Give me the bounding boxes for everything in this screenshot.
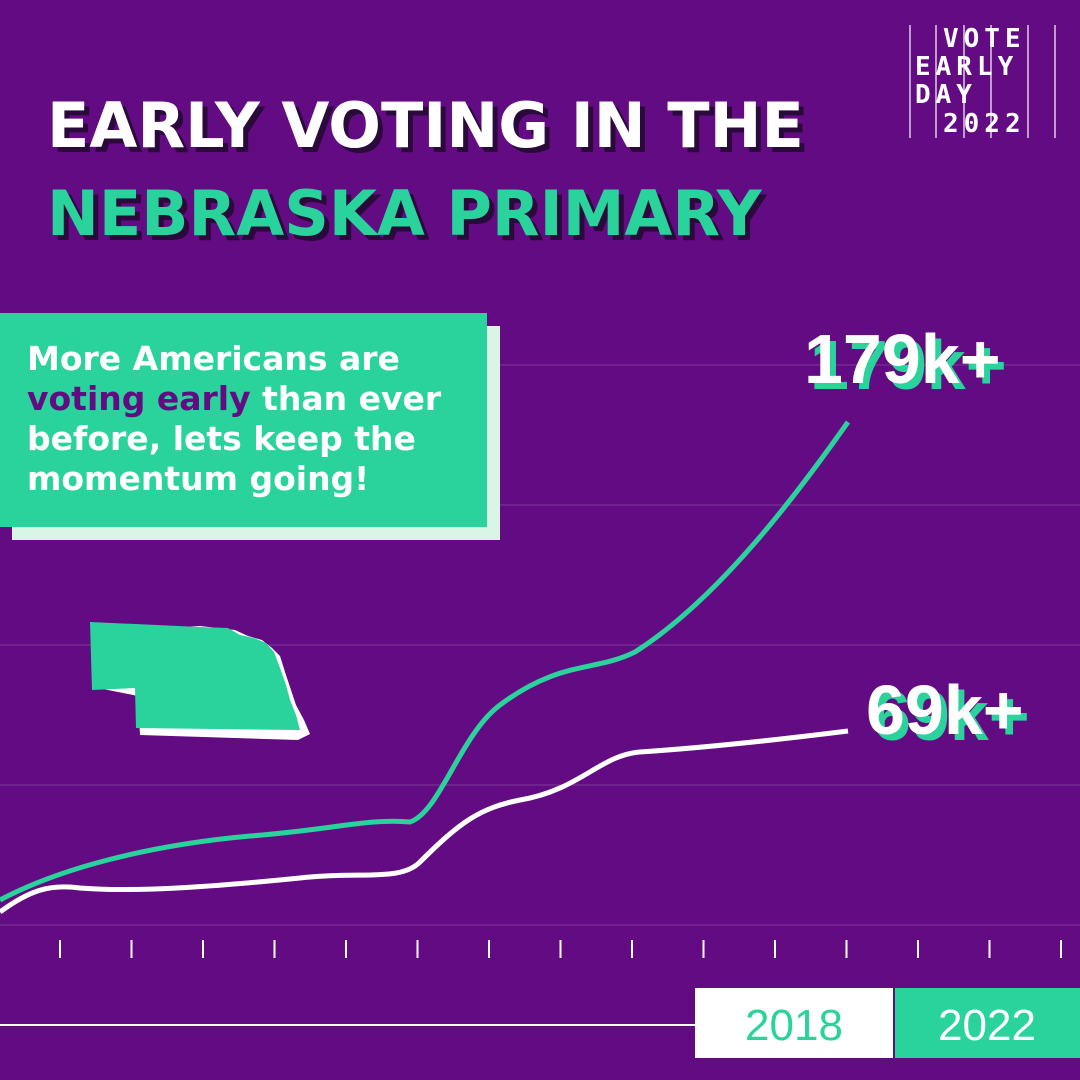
callout-segment: before, lets keep the	[27, 419, 416, 458]
title-shadow: EARLY VOTING IN THE	[52, 94, 809, 167]
end-label-shadow: 69k+	[872, 677, 1030, 755]
callout-highlight: voting early	[27, 379, 251, 418]
line-2018	[0, 728, 849, 915]
logo-row: EARLY	[915, 52, 1018, 82]
end-label: 179k+	[804, 320, 1001, 398]
ticks	[59, 940, 1062, 958]
callout-box	[0, 313, 487, 527]
legend-box	[895, 988, 1080, 1058]
logo: VOTE EARLY DAY 2022	[909, 24, 1056, 139]
callout-segment: More Americans are	[27, 339, 400, 378]
end-label: 69k+	[866, 671, 1024, 749]
line-2022	[0, 420, 851, 903]
end-label-shadow: 179k+	[810, 326, 1007, 404]
logo-row: DAY	[915, 80, 977, 110]
callout-line: momentum going!	[27, 459, 369, 498]
legend-box	[695, 988, 893, 1058]
state-shape	[90, 622, 300, 730]
callout-line: More Americans are	[27, 339, 400, 378]
callout-line: voting early than ever	[27, 379, 442, 418]
callout-line: before, lets keep the	[27, 419, 416, 458]
logo-row: 2022	[943, 109, 1026, 139]
callout-segment: momentum going!	[27, 459, 369, 498]
callout-segment: than ever	[251, 379, 442, 418]
legend-label: 2018	[745, 1001, 843, 1050]
legend-label: 2022	[938, 1001, 1036, 1050]
title-shadow: NEBRASKA PRIMARY	[52, 182, 768, 255]
logo-row: VOTE	[943, 24, 1026, 54]
title-line: NEBRASKA PRIMARY	[47, 177, 763, 250]
title-line: EARLY VOTING IN THE	[47, 89, 804, 162]
